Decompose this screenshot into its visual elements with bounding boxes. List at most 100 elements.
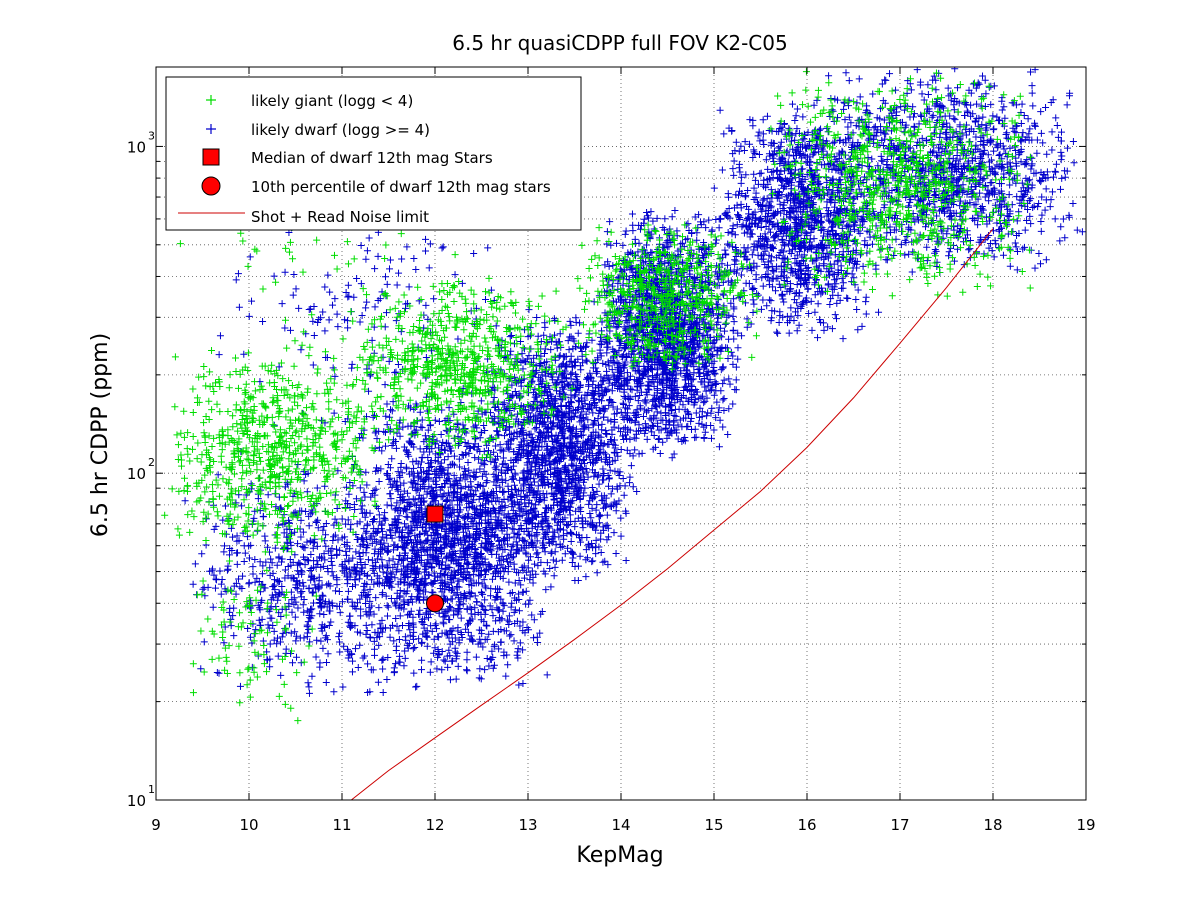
dwarf-point (321, 537, 329, 545)
dwarf-point (342, 547, 350, 555)
dwarf-point (216, 567, 224, 575)
dwarf-point (336, 629, 344, 637)
dwarf-point (317, 637, 325, 645)
dwarf-point (364, 688, 372, 696)
dwarf-point (281, 566, 289, 574)
dwarf-point (392, 660, 400, 668)
dwarf-point (352, 495, 360, 503)
dwarf-point (312, 518, 320, 526)
dwarf-point (315, 573, 323, 581)
dwarf-point (273, 640, 281, 648)
dwarf-point (256, 606, 264, 614)
dwarf-point (293, 632, 301, 640)
dwarf-point (291, 551, 299, 559)
dwarf-point (264, 491, 272, 499)
dwarf-point (328, 551, 336, 559)
dwarf-point (297, 659, 305, 667)
dwarf-point (240, 558, 248, 566)
dwarf-point (352, 548, 360, 556)
dwarf-point (218, 576, 226, 583)
dwarf-point (304, 618, 312, 626)
dwarf-point (413, 682, 421, 690)
dwarf-point (267, 555, 275, 563)
dwarf-point (238, 502, 246, 510)
dwarf-point (273, 561, 281, 569)
dwarf-point (276, 638, 284, 646)
dwarf-point (278, 633, 286, 641)
dwarf-point (383, 676, 391, 684)
dwarf-point (336, 546, 344, 554)
dwarf-point (311, 581, 319, 589)
dwarf-point (368, 576, 376, 584)
dwarf-point (348, 598, 356, 606)
dwarf-point (325, 598, 333, 606)
dwarf-point (274, 652, 282, 660)
dwarf-point (331, 531, 339, 539)
data-layer (161, 67, 1086, 800)
dwarf-point (292, 637, 300, 645)
dwarf-point (370, 610, 378, 618)
dwarf-point (189, 580, 197, 588)
dwarf-point (353, 561, 361, 569)
dwarf-point (381, 515, 389, 523)
dwarf-point (325, 622, 333, 630)
dwarf-point (225, 551, 233, 559)
dwarf-point (371, 651, 379, 659)
dwarf-point (361, 579, 369, 587)
dwarf-point (212, 575, 220, 583)
dwarf-point (368, 621, 376, 629)
dwarf-point (356, 518, 364, 526)
dwarf-point (290, 594, 298, 602)
dwarf-point (258, 570, 266, 578)
dwarf-point (220, 548, 228, 556)
dwarf-point (227, 622, 235, 630)
dwarf-point (370, 637, 378, 645)
dwarf-point (329, 536, 337, 544)
dwarf-point (332, 587, 340, 595)
dwarf-point (357, 505, 365, 513)
dwarf-point (299, 579, 307, 587)
dwarf-point (320, 550, 328, 558)
dwarf-point (315, 584, 323, 592)
dwarf-point (210, 525, 218, 533)
dwarf-point (280, 529, 288, 537)
dwarf-point (309, 588, 317, 596)
dwarf-point (211, 584, 219, 592)
dwarf-point (245, 554, 253, 562)
dwarf-point (200, 638, 208, 646)
dwarf-point (364, 660, 372, 668)
dwarf-point (395, 658, 403, 666)
dwarf-point (373, 555, 381, 563)
dwarf-point (323, 636, 331, 644)
dwarf-point (265, 624, 273, 632)
dwarf-point (249, 570, 257, 578)
dwarf-point (289, 659, 297, 667)
dwarf-point (360, 582, 368, 590)
dwarf-point (327, 618, 335, 626)
dwarf-point (220, 639, 228, 647)
dwarf-point (220, 542, 228, 550)
dwarf-point (261, 532, 269, 540)
dwarf-point (344, 516, 352, 524)
dwarf-point (390, 637, 398, 645)
dwarf-point (391, 600, 399, 608)
dwarf-point (336, 648, 344, 656)
dwarf-point (343, 565, 351, 573)
dwarf-point (233, 549, 241, 557)
dwarf-point (255, 616, 263, 624)
dwarf-point (287, 629, 295, 637)
dwarf-point (274, 596, 282, 604)
dwarf-point (284, 572, 292, 580)
dwarf-point (378, 628, 386, 636)
dwarf-point (291, 613, 299, 621)
dwarf-point (232, 590, 240, 598)
dwarf-point (361, 652, 369, 660)
dwarf-point (316, 610, 324, 618)
dwarf-point (335, 638, 343, 646)
dwarf-point (333, 505, 341, 513)
dwarf-point (313, 636, 321, 644)
dwarf-point (259, 562, 267, 570)
dwarf-point (316, 599, 324, 607)
dwarf-point (263, 543, 271, 551)
